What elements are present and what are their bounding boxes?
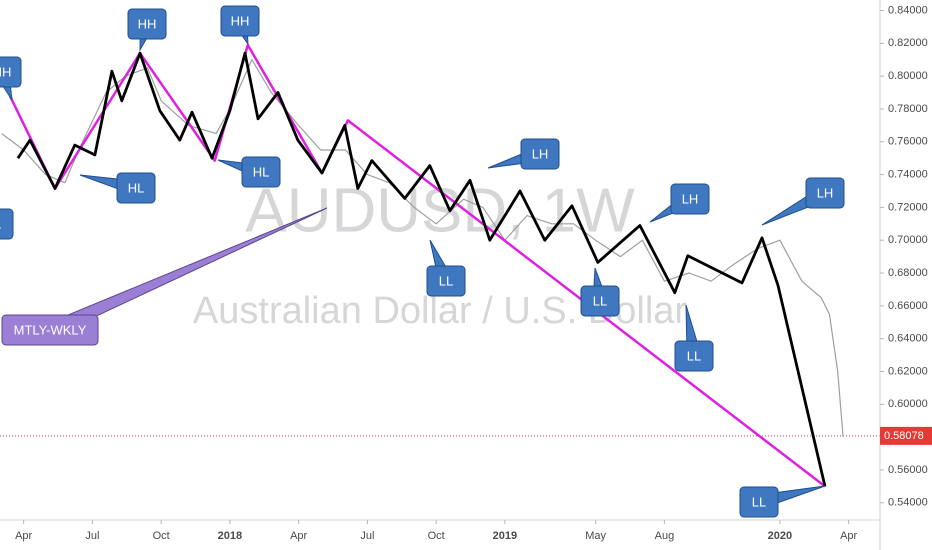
callout-box [220,5,260,37]
y-tick-label: 0.82000 [888,37,928,49]
y-tick-label: 0.64000 [888,333,928,345]
callout-box [116,172,156,204]
y-tick-label: 0.72000 [888,201,928,213]
callout-label: LH [682,191,699,206]
callout: HL [79,172,156,204]
x-tick-label: Aug [655,530,675,542]
callout-box [520,138,560,170]
callout-label: HL [128,180,145,195]
x-tick-label: Oct [153,530,170,542]
y-tick-label: 0.76000 [888,136,928,148]
x-tick-label: Apr [840,530,857,542]
callout-box [0,208,14,240]
callout: LH [649,183,710,223]
x-tick-label: Jul [85,530,99,542]
callout-label: LL [687,348,701,363]
callout-box [805,177,845,209]
callout-label: LH [532,146,549,161]
x-tick-label: 2019 [493,530,517,542]
y-tick-label: 0.80000 [888,70,928,82]
callout: LH [761,177,845,226]
y-tick-label: 0.62000 [888,365,928,377]
callout-box [580,285,620,317]
series-line [1,59,844,438]
callout-label: HH [138,16,157,31]
last-price-label: 0.58078 [884,430,924,442]
x-tick-label: Apr [290,530,307,542]
y-tick-label: 0.70000 [888,234,928,246]
series-line [16,51,827,487]
callout-label: LL [593,293,607,308]
last-price-tag [880,426,932,445]
callout-box [426,265,466,297]
callout-box [739,486,779,518]
x-tick-label: Jul [360,530,374,542]
y-tick-label: 0.66000 [888,300,928,312]
y-tick-label: 0.60000 [888,398,928,410]
callout-box [670,183,710,215]
callout-label: LL [752,494,766,509]
callout: HH [0,56,22,101]
callout-label: LH [817,185,834,200]
y-tick-label: 0.56000 [888,464,928,476]
callout-label: MTLY-WKLY [14,322,87,337]
callout: MTLY-WKLY [1,207,328,346]
callout-box [1,314,99,346]
y-tick-label: 0.74000 [888,168,928,180]
callout: LL [580,267,620,317]
x-tick-label: May [585,530,606,542]
callout: LL [739,485,826,518]
callout-label: LL [0,216,1,231]
x-tick-label: 2018 [218,530,242,542]
callout-box [674,340,714,372]
callout: LH [487,138,560,170]
y-tick-label: 0.84000 [888,4,928,16]
y-tick-label: 0.54000 [888,497,928,509]
callout-label: HH [0,64,11,79]
y-tick-label: 0.78000 [888,103,928,115]
callout: HH [127,8,167,52]
callout: HH [220,5,260,46]
callout-label: LL [439,273,453,288]
callout: HL [217,156,281,188]
plot-area [0,43,880,488]
x-tick-label: Oct [428,530,445,542]
callout: LL [0,208,14,240]
callout-label: HL [253,164,270,179]
callout: LL [426,239,466,297]
callout-box [0,56,22,88]
x-tick-label: Apr [15,530,32,542]
x-tick-label: 2020 [768,530,792,542]
callout-box [127,8,167,40]
y-tick-label: 0.68000 [888,267,928,279]
callout: LL [674,304,714,372]
callout-box [241,156,281,188]
callout-label: HH [231,13,250,28]
